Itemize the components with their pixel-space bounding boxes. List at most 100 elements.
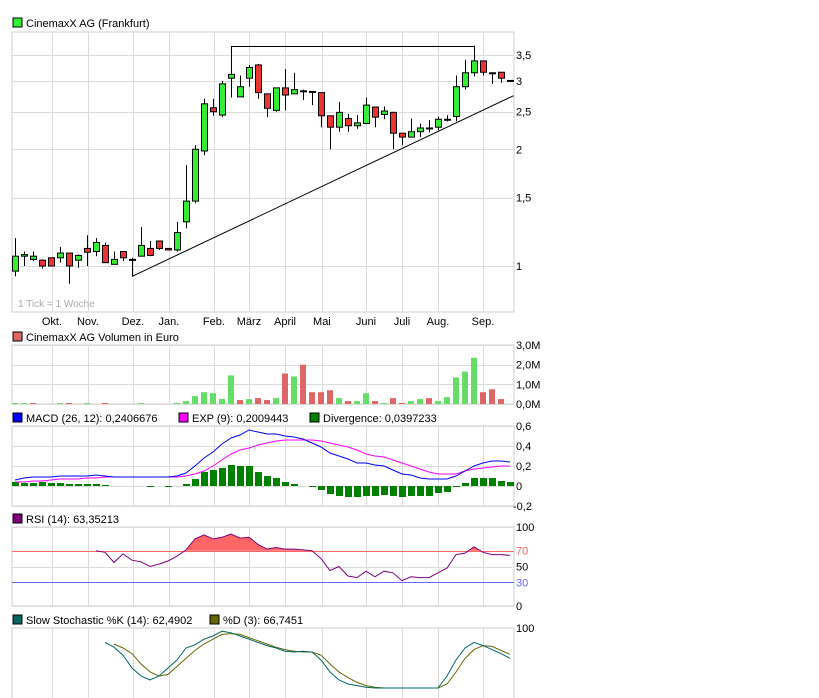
candle-body bbox=[21, 254, 28, 257]
volume-bar bbox=[264, 400, 270, 404]
price-panel-frame bbox=[11, 31, 515, 313]
candle bbox=[489, 72, 496, 84]
divergence-bar bbox=[453, 486, 460, 487]
divergence-bar bbox=[444, 486, 451, 492]
divergence-bar bbox=[345, 486, 352, 497]
candle-body bbox=[183, 200, 190, 223]
volume-bar bbox=[372, 401, 378, 404]
candle bbox=[372, 106, 379, 128]
month-label: Dez. bbox=[122, 316, 145, 328]
divergence-bar bbox=[354, 486, 361, 497]
divergence-bar bbox=[30, 483, 37, 486]
candle-body bbox=[390, 111, 397, 134]
macd-axis-label: 0,6 bbox=[516, 421, 531, 433]
candle bbox=[480, 60, 487, 76]
divergence-bar bbox=[255, 472, 262, 486]
legend-exp-label: EXP (9): 0,2009443 bbox=[192, 413, 288, 425]
candle-body bbox=[39, 259, 46, 267]
candle bbox=[408, 118, 415, 138]
candle-body bbox=[462, 72, 469, 88]
legend-swatch-rsi bbox=[12, 513, 23, 524]
month-label: April bbox=[274, 316, 296, 328]
divergence-bar bbox=[318, 486, 325, 490]
legend-swatch-macd bbox=[12, 412, 23, 423]
candle bbox=[246, 64, 253, 87]
volume-bar bbox=[210, 393, 216, 404]
volume-chart-title: CinemaxX AG Volumen in Euro bbox=[26, 332, 179, 344]
candle bbox=[354, 115, 361, 129]
candle bbox=[48, 257, 55, 267]
divergence-bar bbox=[48, 483, 55, 486]
volume-bar bbox=[84, 403, 90, 404]
macd-axis-label: -0,2 bbox=[513, 501, 532, 513]
candle bbox=[237, 75, 244, 98]
candle bbox=[363, 97, 370, 125]
volume-bar bbox=[435, 401, 441, 404]
candle bbox=[309, 90, 316, 106]
legend-volume: CinemaxX AG Volumen in Euro bbox=[12, 331, 179, 344]
volume-bar bbox=[138, 403, 144, 404]
volume-bar bbox=[462, 371, 468, 404]
candle-body bbox=[291, 89, 298, 95]
divergence-bar bbox=[381, 486, 388, 495]
candle-body bbox=[345, 118, 352, 127]
divergence-bar bbox=[12, 482, 19, 486]
divergence-bar bbox=[147, 486, 154, 487]
candle-body bbox=[228, 73, 235, 79]
volume-bar bbox=[237, 400, 243, 404]
candle bbox=[426, 119, 433, 133]
volume-panel-frame bbox=[11, 344, 515, 405]
divergence-bar bbox=[309, 486, 316, 487]
candle-body bbox=[84, 247, 91, 253]
volume-bar bbox=[66, 403, 72, 404]
divergence-bar bbox=[219, 468, 226, 486]
divergence-bar bbox=[435, 486, 442, 493]
rsi-line bbox=[95, 533, 511, 582]
candle-body bbox=[372, 106, 379, 118]
candle bbox=[507, 79, 514, 83]
month-label: Jan. bbox=[159, 316, 180, 328]
volume-bar bbox=[426, 398, 432, 404]
candle bbox=[228, 73, 235, 98]
divergence-bar bbox=[480, 478, 487, 486]
candle bbox=[75, 254, 82, 268]
candle-body bbox=[264, 93, 271, 109]
candle-body bbox=[399, 132, 406, 138]
candle-body bbox=[435, 118, 442, 128]
volume-bar bbox=[390, 398, 396, 404]
candle-body bbox=[273, 87, 280, 111]
trendline bbox=[131, 95, 514, 277]
divergence-bar bbox=[399, 486, 406, 497]
volume-bar bbox=[30, 403, 36, 404]
volume-bar bbox=[408, 401, 414, 404]
divergence-bar bbox=[75, 484, 82, 486]
legend-rsi-label: RSI (14): 63,35213 bbox=[26, 514, 119, 526]
price-axis-label: 3,5 bbox=[516, 50, 531, 62]
candle-body bbox=[12, 255, 19, 272]
candle-body bbox=[318, 92, 325, 117]
candle bbox=[183, 165, 190, 229]
legend-swatch-price bbox=[12, 17, 23, 28]
rsi-panel-frame bbox=[11, 526, 515, 607]
volume-bar bbox=[174, 403, 180, 404]
candle-body bbox=[219, 83, 226, 116]
candle bbox=[498, 71, 505, 83]
divergence-bar bbox=[39, 482, 46, 486]
rsi-axis-label: 100 bbox=[516, 522, 534, 534]
candle-body bbox=[363, 104, 370, 125]
price-panel bbox=[11, 31, 515, 313]
divergence-bar bbox=[237, 466, 244, 486]
candle bbox=[102, 242, 109, 264]
candle bbox=[264, 93, 271, 118]
candle-body bbox=[93, 241, 100, 252]
legend-macd: MACD (26, 12): 0,2406676 EXP (9): 0,2009… bbox=[12, 412, 437, 425]
candle-body bbox=[471, 60, 478, 74]
candle bbox=[336, 101, 343, 132]
candle bbox=[219, 80, 226, 118]
candle bbox=[255, 63, 262, 99]
tick-note: 1 Tick = 1 Woche bbox=[18, 299, 95, 310]
candle-body bbox=[408, 131, 415, 138]
month-label: Mai bbox=[313, 316, 331, 328]
divergence-bar bbox=[273, 478, 280, 486]
candle bbox=[39, 259, 46, 269]
